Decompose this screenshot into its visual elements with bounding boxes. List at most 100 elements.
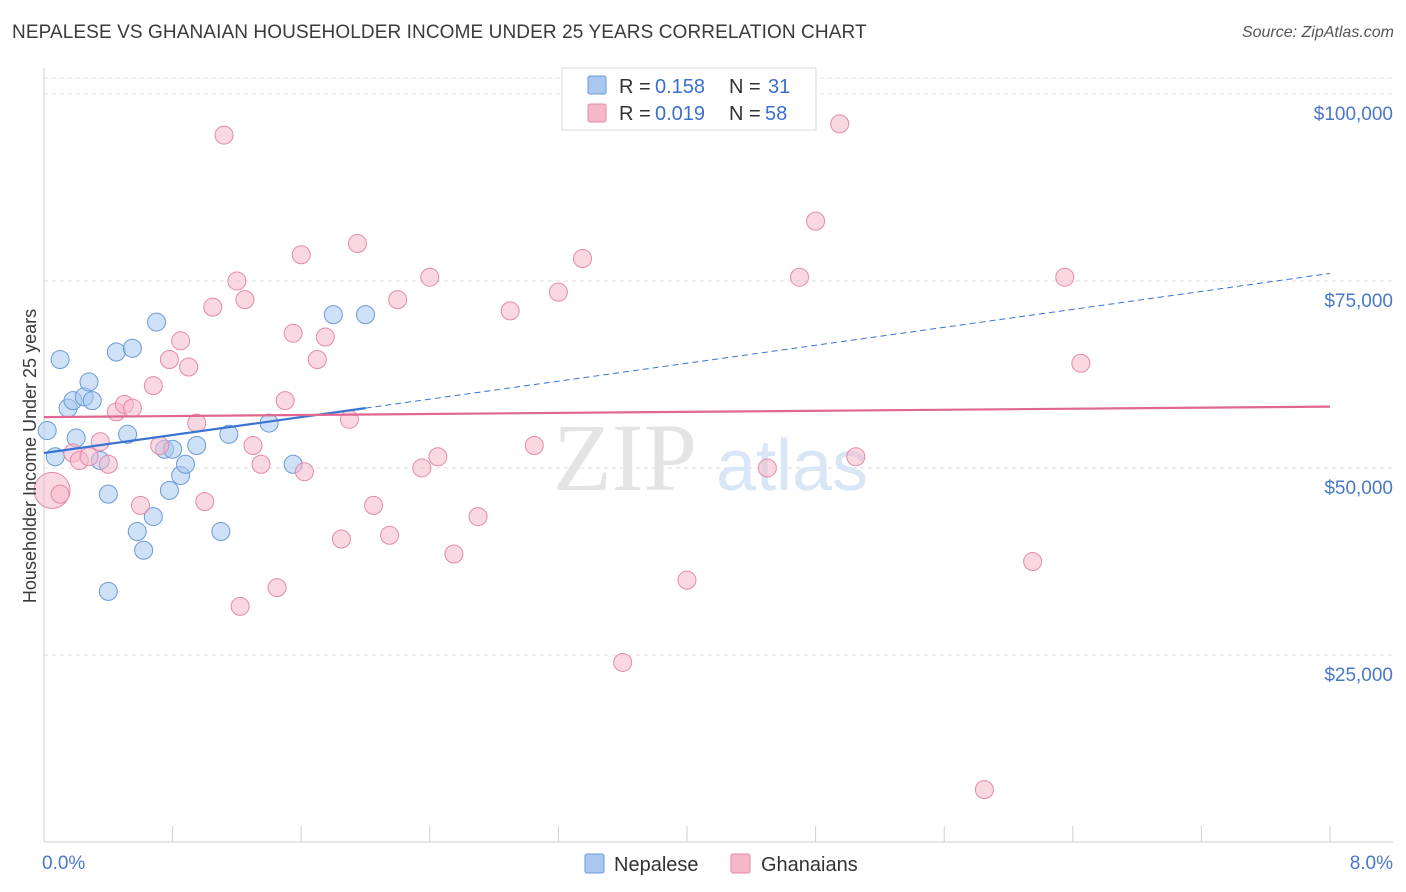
point-nepalese — [147, 312, 167, 332]
point-nepalese — [356, 305, 375, 325]
legend-r-label-ghanaians: R = — [619, 103, 651, 125]
point-ghanaians — [195, 492, 215, 512]
point-ghanaians — [444, 544, 464, 564]
point-nepalese — [175, 454, 195, 474]
trend-line-nepalese-extension — [365, 272, 1331, 409]
point-ghanaians — [1055, 267, 1075, 287]
point-ghanaians — [235, 290, 255, 310]
point-ghanaians — [214, 125, 234, 145]
point-ghanaians — [524, 436, 544, 456]
point-nepalese — [187, 436, 207, 456]
point-nepalese — [50, 349, 70, 369]
point-ghanaians — [50, 484, 70, 504]
legend-r-value-nepalese: 0.158 — [655, 76, 705, 98]
correlation-legend: R = 0.158 N = 31 R = 0.019 N = 58 — [561, 67, 817, 131]
y-tick-label: $50,000 — [1324, 478, 1393, 499]
legend-swatch-nepalese — [587, 75, 607, 95]
y-axis-label: Householder Income Under 25 years — [20, 309, 40, 603]
point-ghanaians — [230, 596, 250, 616]
point-ghanaians — [122, 398, 142, 418]
y-tick-label: $100,000 — [1314, 104, 1393, 125]
point-ghanaians — [757, 458, 777, 478]
legend-n-label-ghanaians: N = — [729, 103, 761, 125]
point-ghanaians — [291, 245, 311, 265]
point-ghanaians — [548, 282, 568, 302]
point-ghanaians — [143, 376, 163, 396]
point-ghanaians — [790, 267, 810, 287]
bottom-legend-label-nepalese: Nepalese — [614, 854, 699, 876]
point-ghanaians — [130, 495, 150, 515]
legend-swatch-ghanaians — [587, 103, 607, 123]
y-tick-label: $75,000 — [1324, 291, 1393, 312]
chart-title: NEPALESE VS GHANAIAN HOUSEHOLDER INCOME … — [12, 22, 867, 43]
point-ghanaians — [974, 780, 994, 800]
point-nepalese — [79, 372, 99, 392]
bottom-legend-swatch-nepalese — [584, 853, 605, 874]
point-nepalese — [323, 305, 343, 325]
point-ghanaians — [251, 454, 271, 474]
point-ghanaians — [1023, 551, 1043, 571]
point-ghanaians — [150, 436, 170, 456]
point-ghanaians — [364, 495, 384, 515]
trend-line-ghanaians — [43, 405, 1331, 419]
x-tick-label-min: 0.0% — [42, 853, 85, 874]
point-ghanaians — [331, 529, 351, 549]
point-nepalese — [82, 391, 102, 411]
axes — [43, 68, 1393, 843]
point-ghanaians — [830, 114, 850, 134]
point-ghanaians — [227, 271, 247, 291]
point-ghanaians — [428, 447, 448, 467]
point-nepalese — [37, 421, 57, 441]
point-ghanaians — [315, 327, 335, 347]
point-ghanaians — [283, 323, 303, 343]
point-nepalese — [134, 540, 154, 560]
point-ghanaians — [573, 249, 593, 268]
bottom-legend-label-ghanaians: Ghanaians — [761, 854, 858, 876]
point-nepalese — [127, 522, 147, 542]
point-nepalese — [106, 342, 126, 362]
legend-n-value-nepalese: 31 — [768, 76, 790, 98]
watermark-atlas: atlas — [716, 426, 868, 506]
y-tick-label: $25,000 — [1324, 665, 1393, 686]
point-ghanaians — [412, 458, 432, 478]
legend-r-label-nepalese: R = — [619, 76, 651, 98]
point-ghanaians — [420, 267, 440, 287]
point-ghanaians — [98, 454, 118, 474]
watermark-zip: ZIP — [553, 404, 697, 511]
point-nepalese — [98, 484, 118, 504]
series-legend: Nepalese Ghanaians — [584, 853, 858, 876]
point-ghanaians — [347, 234, 367, 254]
legend-n-label-nepalese: N = — [729, 76, 761, 98]
legend-n-value-ghanaians: 58 — [765, 103, 787, 125]
watermark: ZIP atlas — [553, 404, 868, 511]
y-tick-labels: $25,000 $50,000 $75,000 $100,000 — [1314, 104, 1393, 686]
point-ghanaians — [294, 462, 314, 482]
point-ghanaians — [339, 409, 359, 429]
point-ghanaians — [500, 301, 520, 321]
point-ghanaians — [171, 331, 191, 351]
point-ghanaians — [179, 357, 199, 377]
point-nepalese — [143, 507, 163, 527]
point-ghanaians — [275, 391, 295, 411]
point-ghanaians — [79, 447, 99, 467]
point-ghanaians — [267, 578, 287, 598]
point-ghanaians — [846, 447, 866, 467]
point-ghanaians — [380, 525, 400, 545]
point-nepalese — [211, 522, 231, 542]
trend-lines — [43, 272, 1331, 455]
point-nepalese — [98, 581, 118, 601]
x-tick-label-max: 8.0% — [1350, 853, 1393, 874]
source-attribution: Source: ZipAtlas.com — [1241, 24, 1394, 41]
point-ghanaians — [677, 570, 697, 590]
point-ghanaians — [203, 297, 223, 317]
point-ghanaians — [613, 652, 633, 672]
point-ghanaians — [243, 436, 263, 456]
point-ghanaians — [806, 211, 826, 231]
legend-r-value-ghanaians: 0.019 — [655, 103, 705, 125]
point-nepalese — [118, 424, 138, 444]
point-ghanaians — [159, 349, 179, 369]
bottom-legend-swatch-ghanaians — [730, 853, 751, 874]
grid-lines — [44, 77, 1393, 656]
point-ghanaians — [468, 507, 488, 527]
point-nepalese — [122, 338, 142, 358]
